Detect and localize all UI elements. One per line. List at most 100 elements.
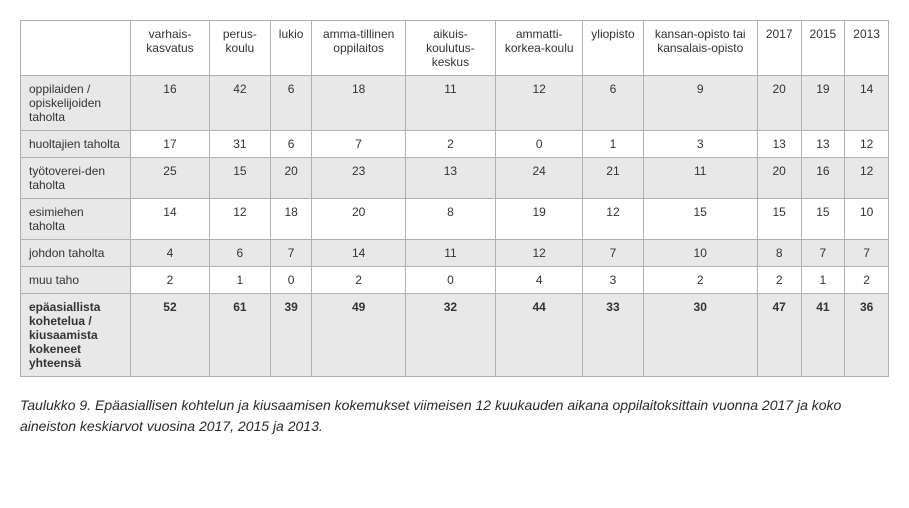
cell: 9 <box>643 76 757 131</box>
cell: 16 <box>131 76 210 131</box>
cell: 7 <box>270 240 312 267</box>
col-header: yliopisto <box>583 21 643 76</box>
cell: 20 <box>312 199 405 240</box>
col-header: 2015 <box>801 21 845 76</box>
cell: 19 <box>496 199 583 240</box>
cell: 0 <box>405 267 495 294</box>
cell: 12 <box>583 199 643 240</box>
cell: 13 <box>405 158 495 199</box>
col-header: kansan-opisto tai kansalais-opisto <box>643 21 757 76</box>
total-cell: 47 <box>757 294 801 377</box>
table-row: johdon taholta 4 6 7 14 11 12 7 10 8 7 7 <box>21 240 889 267</box>
row-label: työtoverei-den taholta <box>21 158 131 199</box>
table-row: huoltajien taholta 17 31 6 7 2 0 1 3 13 … <box>21 131 889 158</box>
cell: 7 <box>801 240 845 267</box>
total-cell: 30 <box>643 294 757 377</box>
cell: 4 <box>131 240 210 267</box>
cell: 15 <box>801 199 845 240</box>
cell: 10 <box>845 199 889 240</box>
cell: 11 <box>405 76 495 131</box>
cell: 7 <box>845 240 889 267</box>
cell: 12 <box>209 199 270 240</box>
total-cell: 52 <box>131 294 210 377</box>
total-cell: 61 <box>209 294 270 377</box>
total-cell: 49 <box>312 294 405 377</box>
cell: 16 <box>801 158 845 199</box>
cell: 15 <box>757 199 801 240</box>
table-row: muu taho 2 1 0 2 0 4 3 2 2 1 2 <box>21 267 889 294</box>
cell: 1 <box>209 267 270 294</box>
cell: 18 <box>270 199 312 240</box>
table-caption: Taulukko 9. Epäasiallisen kohtelun ja ki… <box>20 395 889 437</box>
cell: 42 <box>209 76 270 131</box>
cell: 12 <box>496 76 583 131</box>
cell: 15 <box>209 158 270 199</box>
col-header: perus-koulu <box>209 21 270 76</box>
cell: 24 <box>496 158 583 199</box>
cell: 20 <box>757 158 801 199</box>
col-header: aikuis-koulutus-keskus <box>405 21 495 76</box>
cell: 2 <box>405 131 495 158</box>
cell: 0 <box>496 131 583 158</box>
cell: 1 <box>583 131 643 158</box>
row-label: huoltajien taholta <box>21 131 131 158</box>
cell: 6 <box>270 76 312 131</box>
col-header: 2013 <box>845 21 889 76</box>
total-cell: 39 <box>270 294 312 377</box>
row-label: johdon taholta <box>21 240 131 267</box>
col-header: lukio <box>270 21 312 76</box>
cell: 13 <box>757 131 801 158</box>
cell: 31 <box>209 131 270 158</box>
col-header: ammatti-korkea-koulu <box>496 21 583 76</box>
col-header: varhais-kasvatus <box>131 21 210 76</box>
cell: 21 <box>583 158 643 199</box>
cell: 7 <box>583 240 643 267</box>
cell: 13 <box>801 131 845 158</box>
cell: 23 <box>312 158 405 199</box>
row-label: muu taho <box>21 267 131 294</box>
cell: 3 <box>583 267 643 294</box>
table-row: oppilaiden / opiskelijoiden taholta 16 4… <box>21 76 889 131</box>
cell: 4 <box>496 267 583 294</box>
cell: 6 <box>209 240 270 267</box>
header-empty <box>21 21 131 76</box>
data-table: varhais-kasvatus perus-koulu lukio amma-… <box>20 20 889 377</box>
cell: 2 <box>312 267 405 294</box>
total-cell: 36 <box>845 294 889 377</box>
cell: 14 <box>312 240 405 267</box>
total-cell: 32 <box>405 294 495 377</box>
cell: 6 <box>270 131 312 158</box>
col-header: amma-tillinen oppilaitos <box>312 21 405 76</box>
header-row: varhais-kasvatus perus-koulu lukio amma-… <box>21 21 889 76</box>
cell: 2 <box>845 267 889 294</box>
cell: 12 <box>496 240 583 267</box>
cell: 20 <box>270 158 312 199</box>
cell: 6 <box>583 76 643 131</box>
cell: 1 <box>801 267 845 294</box>
cell: 14 <box>131 199 210 240</box>
cell: 11 <box>643 158 757 199</box>
table-total-row: epäasiallista kohetelua / kiusaamista ko… <box>21 294 889 377</box>
cell: 0 <box>270 267 312 294</box>
cell: 12 <box>845 131 889 158</box>
table-body: oppilaiden / opiskelijoiden taholta 16 4… <box>21 76 889 377</box>
cell: 8 <box>757 240 801 267</box>
cell: 17 <box>131 131 210 158</box>
total-cell: 44 <box>496 294 583 377</box>
table-row: työtoverei-den taholta 25 15 20 23 13 24… <box>21 158 889 199</box>
total-cell: 33 <box>583 294 643 377</box>
cell: 25 <box>131 158 210 199</box>
cell: 2 <box>643 267 757 294</box>
row-label: esimiehen taholta <box>21 199 131 240</box>
row-label: oppilaiden / opiskelijoiden taholta <box>21 76 131 131</box>
cell: 2 <box>131 267 210 294</box>
cell: 18 <box>312 76 405 131</box>
cell: 11 <box>405 240 495 267</box>
cell: 7 <box>312 131 405 158</box>
cell: 19 <box>801 76 845 131</box>
cell: 14 <box>845 76 889 131</box>
cell: 10 <box>643 240 757 267</box>
cell: 20 <box>757 76 801 131</box>
cell: 12 <box>845 158 889 199</box>
cell: 2 <box>757 267 801 294</box>
